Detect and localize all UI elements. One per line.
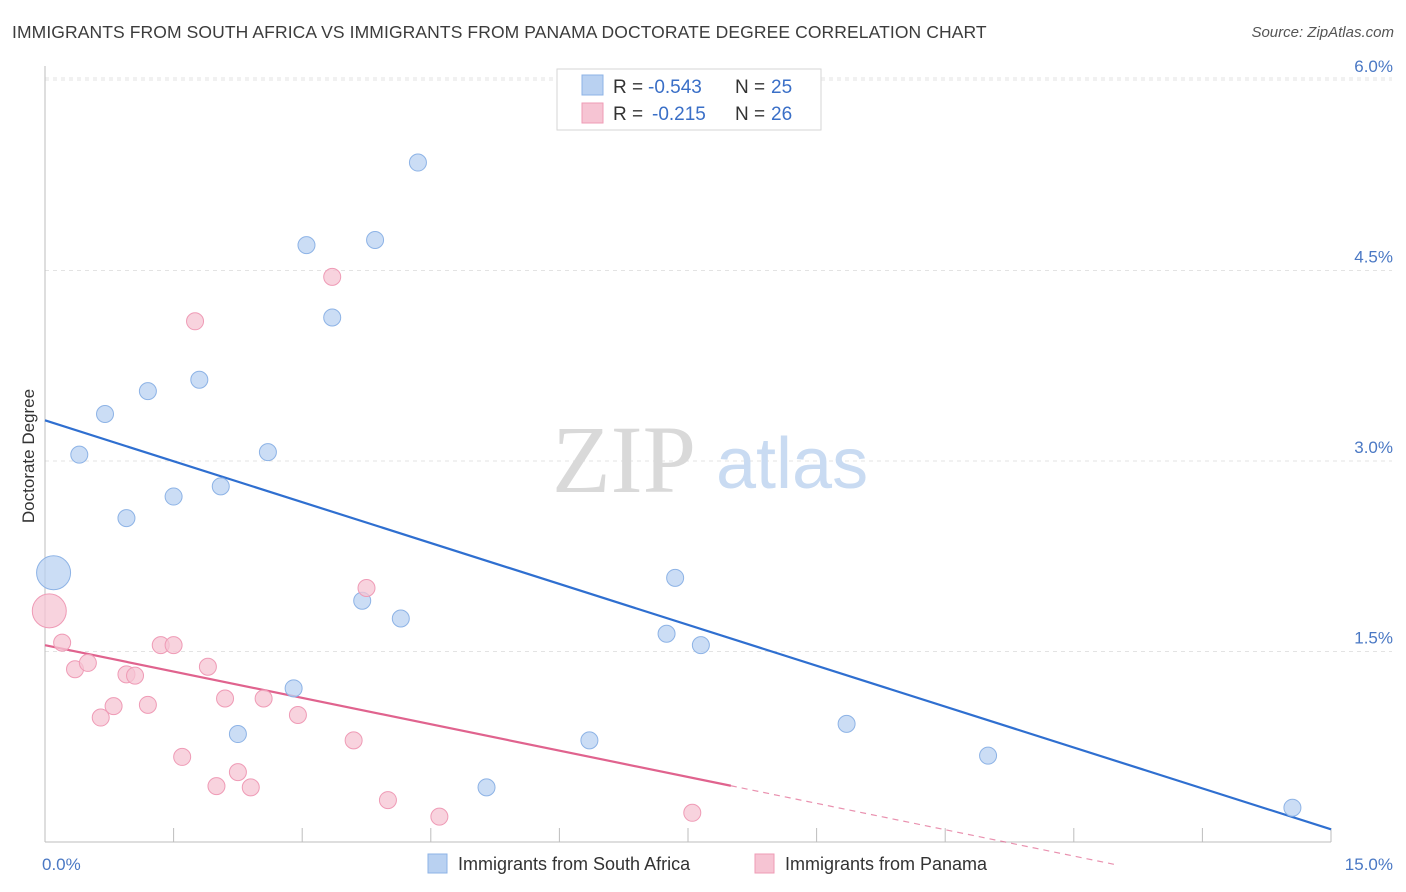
point-blue-6	[190, 370, 209, 389]
legend-r-value: -0.215	[652, 104, 706, 125]
watermark-zip: ZIP	[552, 406, 696, 513]
y-tick-label-3: 6.0%	[1354, 57, 1393, 76]
legend-n-label: N =	[735, 104, 765, 125]
point-blue-5	[164, 487, 183, 506]
point-pink-17	[241, 778, 260, 797]
trend-line-dashed-pink	[730, 785, 1117, 866]
point-blue-11	[297, 236, 316, 255]
point-blue-1	[70, 445, 89, 464]
point-pink-0	[31, 593, 67, 629]
trend-lines	[44, 419, 1332, 866]
legend-r-value: -0.543	[648, 77, 702, 98]
point-pink-10	[164, 636, 183, 655]
point-blue-20	[666, 568, 685, 587]
legend-swatch-pink	[581, 102, 604, 124]
point-pink-24	[430, 807, 449, 826]
point-pink-25	[683, 803, 702, 822]
point-blue-16	[408, 153, 427, 172]
point-blue-10	[284, 679, 303, 698]
trend-line-blue	[44, 419, 1332, 831]
tick-labels: 1.5% 3.0% 4.5% 6.0% 0.0% 15.0%	[42, 57, 1393, 874]
point-blue-7	[211, 477, 230, 496]
watermark-atlas: atlas	[716, 424, 868, 504]
point-pink-21	[344, 731, 363, 750]
point-pink-12	[186, 312, 205, 331]
legend: R = -0.543 N = 25 R = -0.215 N = 26	[556, 68, 822, 131]
y-axis-title: Doctorate Degree	[19, 389, 38, 523]
point-pink-5	[104, 697, 123, 716]
scatter-points	[31, 153, 1302, 826]
point-blue-21	[691, 636, 710, 655]
bottom-legend: Immigrants from South Africa Immigrants …	[427, 853, 988, 874]
point-blue-18	[580, 731, 599, 750]
point-pink-18	[254, 689, 273, 708]
point-pink-7	[126, 666, 145, 685]
point-pink-1	[53, 633, 72, 652]
point-blue-23	[979, 746, 998, 765]
y-tick-label-0: 1.5%	[1354, 629, 1393, 648]
point-pink-15	[216, 689, 235, 708]
y-tick-label-2: 4.5%	[1354, 248, 1393, 267]
point-blue-15	[391, 609, 410, 628]
point-blue-2	[96, 405, 115, 424]
point-blue-9	[258, 443, 277, 462]
legend-swatch-blue	[581, 74, 604, 96]
point-blue-24	[1283, 798, 1302, 817]
point-blue-19	[657, 624, 676, 643]
point-blue-3	[117, 509, 136, 528]
point-pink-14	[207, 777, 226, 796]
point-pink-11	[173, 747, 192, 766]
point-blue-17	[477, 778, 496, 797]
legend-n-value: 26	[771, 104, 792, 125]
axes	[44, 66, 1332, 843]
point-pink-8	[138, 695, 157, 714]
bottom-legend-label-panama: Immigrants from Panama	[785, 854, 988, 874]
point-pink-19	[288, 706, 307, 724]
point-pink-3	[78, 653, 97, 672]
legend-r-label: R =	[613, 77, 643, 98]
watermark: ZIP atlas	[552, 406, 868, 513]
point-pink-22	[357, 579, 376, 597]
point-pink-4	[91, 708, 110, 727]
point-pink-20	[323, 267, 342, 286]
chart-title: IMMIGRANTS FROM SOUTH AFRICA VS IMMIGRAN…	[12, 22, 987, 42]
point-blue-12	[323, 308, 342, 327]
point-blue-4	[138, 382, 157, 401]
point-blue-22	[837, 714, 856, 733]
chart-source: Source: ZipAtlas.com	[1251, 24, 1394, 41]
gridlines	[45, 77, 1392, 652]
legend-n-value: 25	[771, 77, 792, 98]
y-tick-label-1: 3.0%	[1354, 438, 1393, 457]
point-pink-13	[198, 657, 217, 676]
x-tick-label-0: 0.0%	[42, 855, 81, 874]
legend-n-label: N =	[735, 77, 765, 98]
legend-r-label: R =	[613, 104, 643, 125]
bottom-legend-swatch-pink	[754, 853, 775, 874]
point-pink-23	[378, 791, 397, 810]
point-blue-8	[228, 725, 247, 744]
point-pink-16	[228, 763, 247, 782]
trend-line-pink	[44, 644, 732, 787]
point-blue-14	[366, 231, 385, 250]
x-tick-label-1: 15.0%	[1345, 855, 1393, 874]
point-blue-0	[36, 555, 72, 591]
bottom-legend-label-south-africa: Immigrants from South Africa	[458, 854, 691, 874]
bottom-legend-swatch-blue	[427, 853, 448, 874]
